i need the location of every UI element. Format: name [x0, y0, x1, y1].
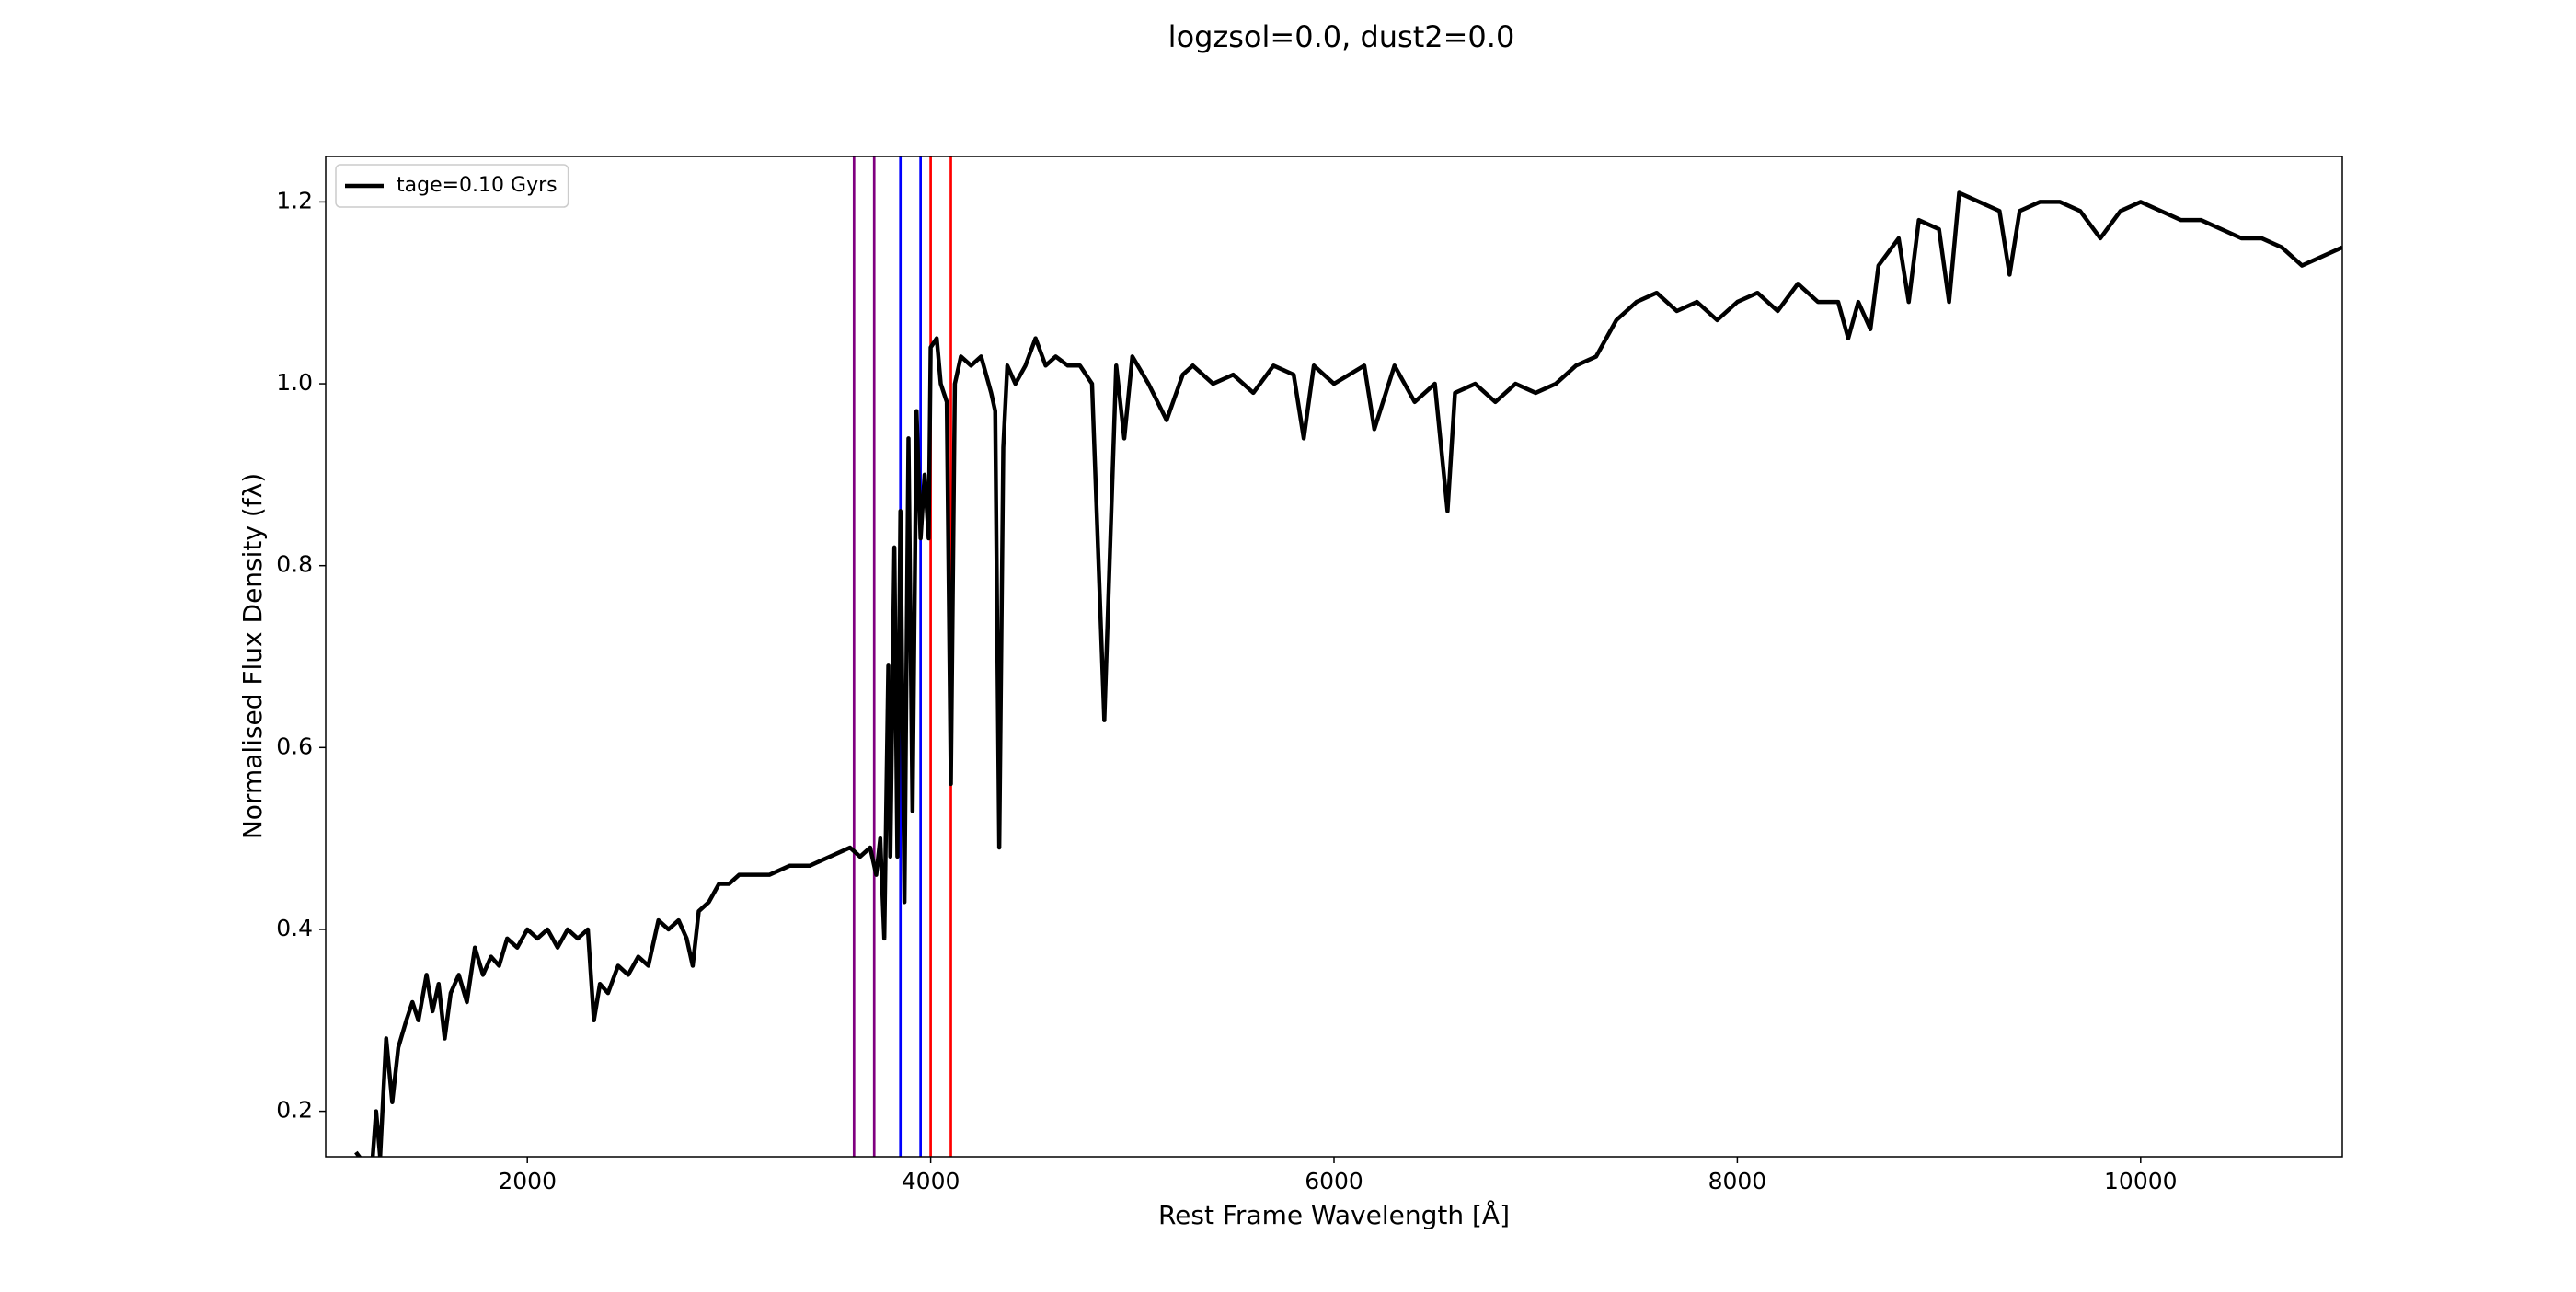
legend-box — [335, 164, 569, 208]
y-tick-label: 0.8 — [276, 551, 313, 578]
spectrum-line — [354, 190, 2342, 1157]
y-tick-label: 0.6 — [276, 733, 313, 759]
legend-label: tage=0.10 Gyrs — [397, 174, 558, 197]
x-tick-label: 6000 — [1305, 1168, 1363, 1194]
chart-title: logzsol=0.0, dust2=0.0 — [1168, 19, 1515, 54]
y-tick-label: 1.0 — [276, 369, 313, 396]
y-tick-label: 1.2 — [276, 187, 313, 213]
plot-area — [354, 156, 2342, 1157]
x-tick-label: 4000 — [902, 1168, 960, 1194]
x-axis-label: Rest Frame Wavelength [Å] — [1158, 1199, 1510, 1230]
x-tick-label: 10000 — [2104, 1168, 2178, 1194]
y-axis-label: Normalised Flux Density (fλ) — [237, 473, 268, 839]
axes-frame — [325, 156, 2343, 1158]
y-tick-label: 0.2 — [276, 1097, 313, 1124]
x-tick-label: 8000 — [1708, 1168, 1767, 1194]
x-tick-label: 2000 — [498, 1168, 557, 1194]
y-tick-label: 0.4 — [276, 915, 313, 941]
